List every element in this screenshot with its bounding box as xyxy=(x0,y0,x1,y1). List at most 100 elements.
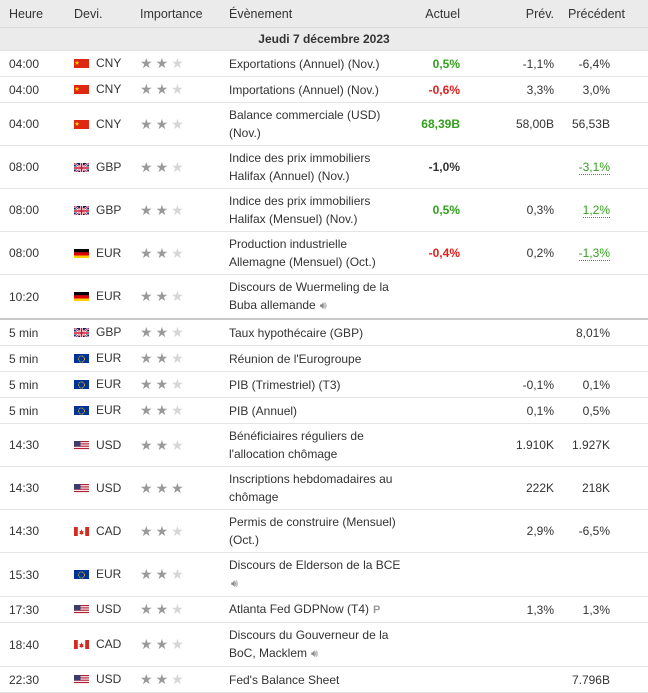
event-row[interactable]: 5 min GBP ★ ★ ★ Taux hypothécaire (GBP) 8,… xyxy=(0,319,648,346)
event-name-line1[interactable]: Réunion de l'Eurogroupe xyxy=(229,351,362,366)
event-name-line1[interactable]: Atlanta Fed GDPNow (T4) xyxy=(229,602,370,616)
event-row[interactable]: 17:30 USD ★ ★ ★ Atlanta Fed GDPNow (T4) P 1… xyxy=(0,596,648,623)
speaker-icon[interactable]: 🔊︎ xyxy=(319,300,327,312)
star-icon: ★ xyxy=(140,288,153,304)
actual-cell xyxy=(413,666,498,693)
event-cell[interactable]: Importations (Annuel) (Nov.) xyxy=(229,76,413,103)
forecast-cell: 1.910K xyxy=(498,423,568,467)
event-name-line1[interactable]: Balance commerciale (USD) xyxy=(229,108,381,122)
forecast-value: 222K xyxy=(525,481,554,495)
header-currency[interactable]: Devi. xyxy=(74,0,140,28)
event-row[interactable]: 14:30 USD ★ ★ ★ Inscriptions hebdomadaires… xyxy=(0,466,648,510)
event-cell[interactable]: Production industrielle Allemagne (Mensue… xyxy=(229,231,413,275)
event-cell[interactable]: Discours de Wuermeling de la Buba alleman… xyxy=(229,274,413,320)
event-row[interactable]: 14:30 CAD ★ ★ ★ Permis de construire (Mens… xyxy=(0,509,648,553)
event-cell[interactable]: Discours de Elderson de la BCE 🔊︎ xyxy=(229,552,413,597)
event-row[interactable]: 5 min EUR ★ ★ ★ PIB (Annuel) 0,1% 0,5% xyxy=(0,397,648,424)
event-name-line1[interactable]: Production industrielle xyxy=(229,237,348,251)
header-importance[interactable]: Importance xyxy=(140,0,229,28)
event-cell[interactable]: Balance commerciale (USD) (Nov.) xyxy=(229,102,413,146)
event-name-line1[interactable]: Inscriptions hebdomadaires au xyxy=(229,472,393,486)
event-name-line1[interactable]: PIB (Annuel) xyxy=(229,403,298,418)
event-cell[interactable]: Indice des prix immobiliers Halifax (Annu… xyxy=(229,145,413,189)
event-name-line1[interactable]: Permis de construire (Mensuel) xyxy=(229,515,396,529)
forecast-cell: 0,1% xyxy=(498,397,568,424)
event-row[interactable]: 18:40 CAD ★ ★ ★ Discours du Gouverneur de … xyxy=(0,622,648,667)
event-row[interactable]: 08:00 EUR ★ ★ ★ Production industrielle All… xyxy=(0,231,648,275)
event-cell[interactable]: Exportations (Annuel) (Nov.) xyxy=(229,50,413,77)
forecast-cell xyxy=(498,552,568,597)
event-name-line2[interactable]: Halifax (Mensuel) (Nov.) xyxy=(229,212,358,226)
event-time: 22:30 xyxy=(0,666,74,693)
event-cell[interactable]: Réunion de l'Eurogroupe xyxy=(229,345,413,372)
event-cell[interactable]: Inscriptions hebdomadaires au chômage xyxy=(229,466,413,510)
flag-us-icon xyxy=(74,604,89,614)
event-name-line2[interactable]: Allemagne (Mensuel) (Oct.) xyxy=(229,255,376,269)
header-forecast[interactable]: Prév. xyxy=(498,0,568,28)
previous-cell xyxy=(568,552,648,597)
speaker-icon[interactable]: 🔊︎ xyxy=(311,648,318,660)
event-name-line2[interactable]: BoC, Macklem xyxy=(229,646,308,660)
event-row[interactable]: 14:30 USD ★ ★ ★ Bénéficiaires réguliers de… xyxy=(0,423,648,467)
event-row[interactable]: 5 min EUR ★ ★ ★ PIB (Trimestriel) (T3) -0,… xyxy=(0,371,648,398)
event-name-line1[interactable]: Discours de Elderson de la BCE xyxy=(229,558,401,572)
event-cell[interactable]: Atlanta Fed GDPNow (T4) P xyxy=(229,596,413,623)
event-name-line1[interactable]: Bénéficiaires réguliers de xyxy=(229,429,364,443)
actual-cell: 68,39B xyxy=(413,102,498,146)
event-cell[interactable]: Bénéficiaires réguliers de l'allocation c… xyxy=(229,423,413,467)
header-previous[interactable]: Précédent xyxy=(568,0,648,28)
event-cell[interactable]: PIB (Trimestriel) (T3) xyxy=(229,371,413,398)
event-row[interactable]: 04:00 CNY ★ ★ ★ Importations (Annuel) (Nov… xyxy=(0,76,648,103)
currency-cell: EUR xyxy=(74,231,140,275)
previous-value: 56,53B xyxy=(571,117,610,131)
event-cell[interactable]: Discours du Gouverneur de la BoC, Macklem… xyxy=(229,622,413,667)
header-event[interactable]: Évènement xyxy=(229,0,413,28)
importance-stars: ★ ★ ★ xyxy=(140,403,184,417)
event-name-line2[interactable]: (Oct.) xyxy=(229,533,259,547)
event-cell[interactable]: Fed's Balance Sheet xyxy=(229,666,413,693)
actual-value: -0,4% xyxy=(428,246,460,260)
actual-cell xyxy=(413,274,498,320)
forecast-value: 1.910K xyxy=(515,438,554,452)
event-name-line1[interactable]: Discours du Gouverneur de la xyxy=(229,628,389,642)
event-name-line2[interactable]: (Nov.) xyxy=(229,126,261,140)
event-row[interactable]: 08:00 GBP ★ ★ ★ Indice des prix immobilier… xyxy=(0,145,648,189)
forecast-cell: 58,00B xyxy=(498,102,568,146)
event-row[interactable]: 15:30 EUR ★ ★ ★ Discours de Elderson de la… xyxy=(0,552,648,597)
event-name-line1[interactable]: Discours de Wuermeling de la xyxy=(229,280,389,294)
event-name-line1[interactable]: Indice des prix immobiliers xyxy=(229,151,371,165)
star-icon: ★ xyxy=(171,350,184,366)
event-cell[interactable]: PIB (Annuel) xyxy=(229,397,413,424)
event-row[interactable]: 10:20 EUR ★ ★ ★ Discours de Wuermeling de … xyxy=(0,274,648,320)
event-name-line1[interactable]: Fed's Balance Sheet xyxy=(229,672,340,687)
event-name-line2[interactable]: Halifax (Annuel) (Nov.) xyxy=(229,169,350,183)
event-name-line1[interactable]: PIB (Trimestriel) (T3) xyxy=(229,377,341,392)
event-name-line2[interactable]: Buba allemande xyxy=(229,298,316,312)
event-row[interactable]: 08:00 GBP ★ ★ ★ Indice des prix immobilier… xyxy=(0,188,648,232)
currency-cell: CAD xyxy=(74,622,140,667)
event-row[interactable]: 04:00 CNY ★ ★ ★ Balance commerciale (USD)(… xyxy=(0,102,648,146)
speaker-icon[interactable]: 🔊︎ xyxy=(231,578,238,590)
header-actual[interactable]: Actuel xyxy=(413,0,498,28)
event-name-line1[interactable]: Taux hypothécaire (GBP) xyxy=(229,325,364,340)
event-name-line2[interactable]: chômage xyxy=(229,490,279,504)
event-name-line1[interactable]: Indice des prix immobiliers xyxy=(229,194,371,208)
event-row[interactable]: 22:30 USD ★ ★ ★ Fed's Balance Sheet 7.796B xyxy=(0,666,648,693)
event-cell[interactable]: Taux hypothécaire (GBP) xyxy=(229,319,413,346)
event-name-line1[interactable]: Exportations (Annuel) (Nov.) xyxy=(229,56,380,71)
event-cell[interactable]: Indice des prix immobiliers Halifax (Mens… xyxy=(229,188,413,232)
importance-cell: ★ ★ ★ xyxy=(140,371,229,398)
event-cell[interactable]: Permis de construire (Mensuel) (Oct.) xyxy=(229,509,413,553)
actual-cell xyxy=(413,596,498,623)
actual-value: 0,5% xyxy=(432,56,460,71)
currency-code: GBP xyxy=(96,202,122,217)
previous-value: 1.927K xyxy=(571,438,610,452)
star-icon: ★ xyxy=(155,201,169,218)
header-time[interactable]: Heure xyxy=(0,0,74,28)
event-name-line1[interactable]: Importations (Annuel) (Nov.) xyxy=(229,82,379,97)
forecast-cell: -1,1% xyxy=(498,50,568,77)
event-row[interactable]: 5 min EUR ★ ★ ★ Réunion de l'Eurogroupe xyxy=(0,345,648,372)
event-row[interactable]: 04:00 CNY ★ ★ ★ Exportations (Annuel) (Nov… xyxy=(0,50,648,77)
event-name-line2[interactable]: l'allocation chômage xyxy=(229,447,338,461)
star-icon: ★ xyxy=(171,479,184,496)
